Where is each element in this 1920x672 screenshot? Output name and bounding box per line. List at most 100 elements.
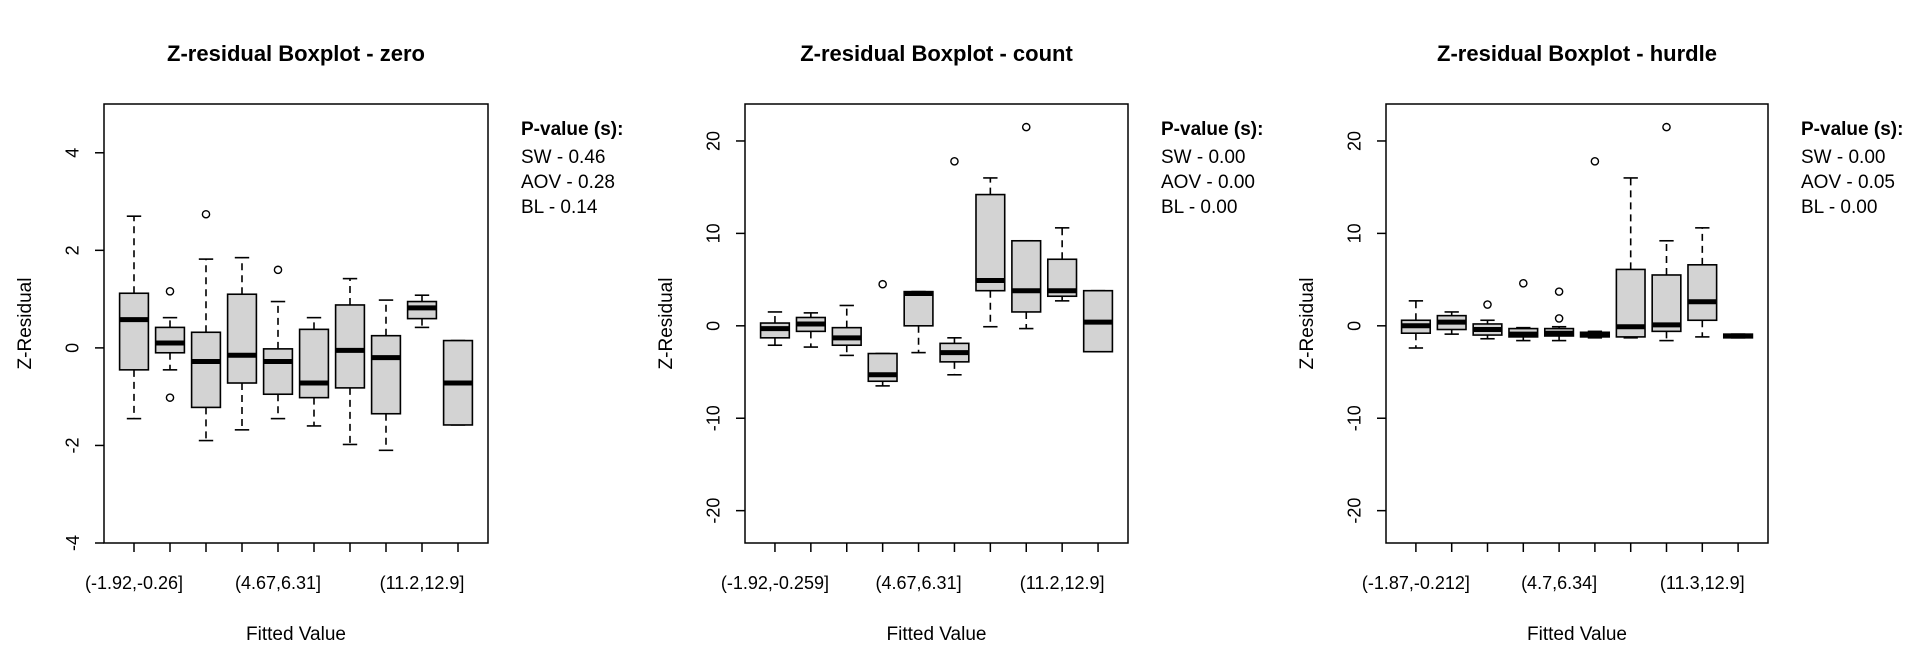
x-tick-label: (11.3,12.9] bbox=[1660, 573, 1745, 593]
box-10 bbox=[1082, 289, 1114, 353]
outlier-point bbox=[1483, 300, 1492, 309]
x-tick-label: (4.67,6.31] bbox=[235, 573, 321, 593]
outlier-point bbox=[1662, 122, 1671, 132]
outlier-point bbox=[1554, 287, 1564, 296]
x-tick-label: (-1.92,-0.259] bbox=[721, 573, 829, 593]
y-tick-label: -10 bbox=[704, 405, 724, 431]
box-10 bbox=[1722, 333, 1754, 339]
pvalue-line: AOV - 0.05 bbox=[1801, 172, 1895, 193]
box-2 bbox=[154, 287, 186, 402]
chart-title: Z-residual Boxplot - hurdle bbox=[1437, 41, 1717, 66]
box-body bbox=[334, 304, 366, 389]
y-tick-label: 2 bbox=[63, 245, 83, 255]
pvalue-header: P-value (s): bbox=[1801, 119, 1903, 140]
pvalue-line: BL - 0.14 bbox=[521, 197, 598, 218]
box-3 bbox=[831, 304, 862, 357]
plot-frame bbox=[103, 103, 489, 544]
box-7 bbox=[334, 277, 366, 446]
box-2 bbox=[795, 312, 827, 348]
y-axis-label: Z-Residual bbox=[1297, 278, 1318, 370]
y-axis-label: Z-Residual bbox=[656, 278, 677, 370]
chart-title: Z-residual Boxplot - zero bbox=[167, 41, 425, 66]
x-tick-label: (4.67,6.31] bbox=[876, 573, 962, 593]
outlier-point bbox=[201, 209, 211, 219]
panel-3: Z-residual Boxplot - hurdle -20 -10 0 10 20 Z-… bbox=[1297, 41, 1903, 645]
x-axis-label: Fitted Value bbox=[1527, 624, 1627, 645]
box-2 bbox=[1436, 311, 1467, 335]
outlier-point bbox=[878, 279, 887, 289]
outlier-point bbox=[165, 393, 175, 402]
box-body bbox=[154, 326, 186, 354]
pvalue-line: BL - 0.00 bbox=[1801, 197, 1877, 218]
outlier-point bbox=[273, 265, 283, 275]
box-7 bbox=[1615, 177, 1646, 339]
box-9 bbox=[1687, 227, 1718, 338]
pvalue-line: BL - 0.00 bbox=[1161, 197, 1237, 218]
box-8 bbox=[370, 299, 402, 452]
pvalue-line: AOV - 0.00 bbox=[1161, 172, 1255, 193]
pvalue-line: SW - 0.00 bbox=[1801, 147, 1885, 168]
outlier-point bbox=[1590, 157, 1600, 166]
box-4 bbox=[1508, 278, 1539, 342]
outlier-point bbox=[1554, 314, 1564, 323]
box-7 bbox=[975, 177, 1006, 328]
y-tick-label: 0 bbox=[63, 343, 83, 353]
pvalue-header: P-value (s): bbox=[1161, 119, 1263, 140]
box-4 bbox=[867, 279, 898, 387]
box-body bbox=[1651, 274, 1682, 333]
box-6 bbox=[1579, 157, 1611, 339]
x-axis-label: Fitted Value bbox=[246, 624, 346, 645]
box-body bbox=[1011, 239, 1042, 313]
y-tick-label: -10 bbox=[1345, 405, 1365, 431]
box-5 bbox=[262, 265, 294, 420]
box-10 bbox=[442, 339, 474, 426]
box-9 bbox=[1046, 227, 1078, 302]
box-body bbox=[118, 292, 150, 371]
y-tick-label: 0 bbox=[1345, 321, 1365, 331]
x-tick-label: (4.7,6.34] bbox=[1521, 573, 1597, 593]
box-4 bbox=[226, 256, 258, 431]
box-body bbox=[190, 331, 222, 409]
y-tick-label: -4 bbox=[63, 535, 83, 551]
box-body bbox=[903, 290, 934, 327]
box-body bbox=[370, 334, 402, 415]
pvalue-header: P-value (s): bbox=[521, 119, 623, 140]
outlier-point bbox=[950, 157, 959, 166]
x-tick-label: (-1.92,-0.26] bbox=[85, 573, 183, 593]
y-tick-label: -2 bbox=[63, 437, 83, 453]
outlier-point bbox=[1021, 122, 1031, 132]
panel-2: Z-residual Boxplot - count -20 -10 0 10 20 Z-R… bbox=[656, 41, 1263, 645]
x-tick-label: (11.2,12.9] bbox=[1020, 573, 1105, 593]
box-9 bbox=[406, 294, 438, 329]
pvalue-line: SW - 0.00 bbox=[1161, 147, 1245, 168]
box-body bbox=[1687, 264, 1718, 322]
y-axis-label: Z-Residual bbox=[15, 278, 36, 370]
box-3 bbox=[1472, 300, 1503, 340]
x-axis-label: Fitted Value bbox=[887, 624, 987, 645]
pvalue-line: AOV - 0.28 bbox=[521, 172, 615, 193]
box-1 bbox=[118, 215, 150, 420]
box-body bbox=[298, 328, 330, 399]
pvalue-line: SW - 0.46 bbox=[521, 147, 605, 168]
box-3 bbox=[190, 209, 222, 442]
x-tick-label: (-1.87,-0.212] bbox=[1362, 573, 1470, 593]
panel-1: Z-residual Boxplot - zero -4 -2 0 2 4 Z-Residu… bbox=[15, 41, 623, 645]
y-tick-label: 20 bbox=[704, 131, 724, 151]
y-tick-label: 10 bbox=[704, 223, 724, 243]
box-body bbox=[975, 193, 1006, 292]
y-tick-label: 4 bbox=[63, 148, 83, 158]
y-tick-label: 0 bbox=[704, 321, 724, 331]
box-5 bbox=[903, 290, 934, 354]
box-8 bbox=[1651, 122, 1682, 342]
box-8 bbox=[1011, 122, 1042, 330]
box-5 bbox=[1543, 287, 1575, 342]
plot-frame bbox=[744, 103, 1129, 544]
box-1 bbox=[759, 311, 791, 347]
x-tick-label: (11.2,12.9] bbox=[380, 573, 465, 593]
outlier-point bbox=[1519, 278, 1528, 288]
y-tick-label: 20 bbox=[1345, 131, 1365, 151]
outlier-point bbox=[165, 287, 175, 296]
box-6 bbox=[298, 316, 330, 427]
box-body bbox=[226, 293, 258, 384]
